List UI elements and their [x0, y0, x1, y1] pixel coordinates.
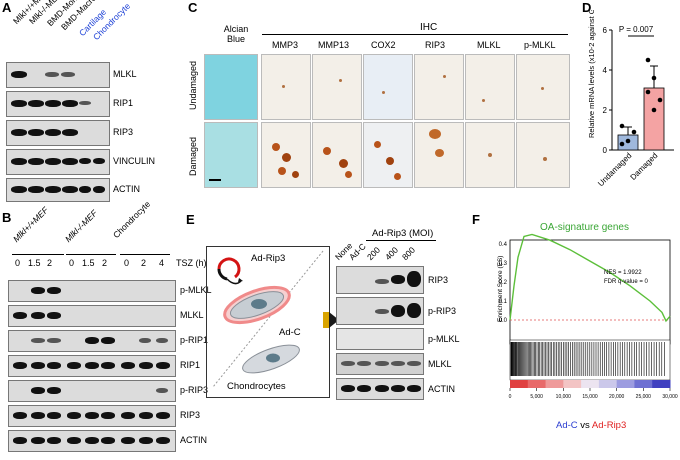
y-tick-label: 0.2: [499, 280, 508, 286]
rank-bar-segment: [616, 380, 635, 388]
data-point: [651, 107, 657, 113]
data-point: [645, 57, 651, 63]
panel-e-letter: E: [186, 212, 195, 227]
protein-label: MLKL: [113, 69, 137, 79]
group-label: Chondrocyte: [110, 198, 153, 240]
x-tick-label: 0: [509, 394, 512, 400]
data-point: [657, 97, 663, 103]
gsea-title: OA-signature genes: [540, 222, 629, 233]
fdr-text: FDR q-value = 0: [604, 279, 649, 285]
data-point: [645, 89, 651, 95]
protein-label: RIP3: [113, 127, 134, 137]
virus-icon: [217, 257, 241, 279]
legend-left: Ad-C: [556, 420, 578, 431]
data-point: [619, 123, 625, 129]
blot-strip: [6, 178, 110, 202]
y-tick-label: 0.3: [499, 261, 508, 267]
p-value: P = 0.007: [619, 25, 654, 34]
schematic-box: Ad-Rip3 Ad-C Chondrocytes: [206, 246, 330, 398]
panel-c-letter: C: [188, 0, 198, 15]
rank-bar-segment: [510, 380, 529, 388]
data-point: [619, 141, 625, 147]
control-label: Ad-C: [279, 327, 301, 338]
protein-label: RIP1: [113, 98, 134, 108]
nes-text: NES = 1.9922: [604, 270, 642, 276]
legend-right: Ad-Rip3: [591, 420, 627, 431]
panel-a-letter: A: [2, 0, 12, 15]
x-tick-label: 5,000: [530, 394, 543, 400]
y-tick-label: 0: [603, 146, 608, 155]
panel-d-letter: D: [582, 0, 592, 15]
x-tick-label: 15,000: [582, 394, 598, 400]
alcian-blue-label: Alcian Blue: [223, 24, 249, 44]
ihc-header: IHC: [420, 22, 438, 33]
x-tick-label: 10,000: [556, 394, 572, 400]
gsea-plot: Enrichment Score (ES) 0.4 0.3 0.2 0.1 0.0 0 5,…: [497, 233, 678, 400]
legend-vs: vs: [580, 420, 590, 431]
arrow-accent: [323, 312, 329, 328]
data-point: [651, 75, 657, 81]
blot-strip: [6, 62, 110, 88]
category-label: Undamaged: [596, 151, 633, 188]
es-curve: [509, 233, 671, 323]
cell-label: Chondrocytes: [227, 381, 286, 392]
blot-strip: [6, 120, 110, 146]
rank-bar-segment: [563, 380, 582, 388]
data-point: [625, 138, 631, 144]
row-label-undamaged: Undamaged: [188, 60, 198, 110]
row-label-damaged: Damaged: [188, 136, 198, 176]
x-tick-label: 20,000: [609, 394, 625, 400]
rank-bar-segment: [527, 380, 547, 388]
mrna-bar-chart: Relative mRNA levels (x10-2 against GAPD…: [587, 10, 674, 188]
y-tick-label: 0.1: [499, 299, 508, 305]
panel-f-letter: F: [472, 212, 480, 227]
y-tick-label: 0.0: [499, 318, 508, 324]
arrow-icon: [238, 278, 243, 282]
y-tick-label: 2: [603, 106, 608, 115]
y-tick-label: 4: [603, 66, 608, 75]
alcian-damaged: [204, 122, 258, 188]
rank-bar-segment: [545, 380, 564, 388]
alcian-undamaged: [204, 54, 258, 120]
rank-bar-segment: [581, 380, 600, 388]
schematic-drawing: [212, 250, 324, 388]
group-label: Mlkl+/+MEF: [10, 204, 51, 244]
protein-label: ACTIN: [113, 184, 140, 194]
group-label: Mlkl-/-MEF: [62, 207, 100, 244]
y-axis-label: Relative mRNA levels (x10-2 against GAPD…: [587, 10, 596, 138]
x-tick-label: 30,000: [662, 394, 678, 400]
plot-frame: [509, 239, 671, 345]
y-tick-label: 0.4: [499, 242, 508, 248]
arrow-right-icon: [329, 312, 339, 328]
data-point: [631, 129, 637, 135]
virus-label: Ad-Rip3: [251, 253, 286, 264]
rank-bar-segment: [652, 380, 671, 388]
protein-label: VINCULIN: [113, 156, 156, 166]
blot-strip: [6, 91, 110, 117]
rank-bar-segment: [598, 380, 618, 388]
category-label: Damaged: [629, 151, 660, 182]
gsea-y-label: Enrichment Score (ES): [497, 256, 504, 322]
blot-header: Ad-Rip3 (MOI): [372, 228, 434, 239]
y-tick-label: 6: [603, 26, 608, 35]
blot-strip: [6, 149, 110, 175]
gsea-plot-area: 0.4 0.3 0.2 0.1 0.0 0 5,000 10,000 15,000 20,000 2…: [499, 233, 678, 400]
panel-b-letter: B: [2, 210, 12, 225]
x-tick-label: 25,000: [636, 394, 652, 400]
bar: [643, 87, 665, 151]
rank-bar-segment: [634, 380, 653, 388]
gsea-legend: Ad-C vs Ad-Rip3: [556, 420, 626, 431]
